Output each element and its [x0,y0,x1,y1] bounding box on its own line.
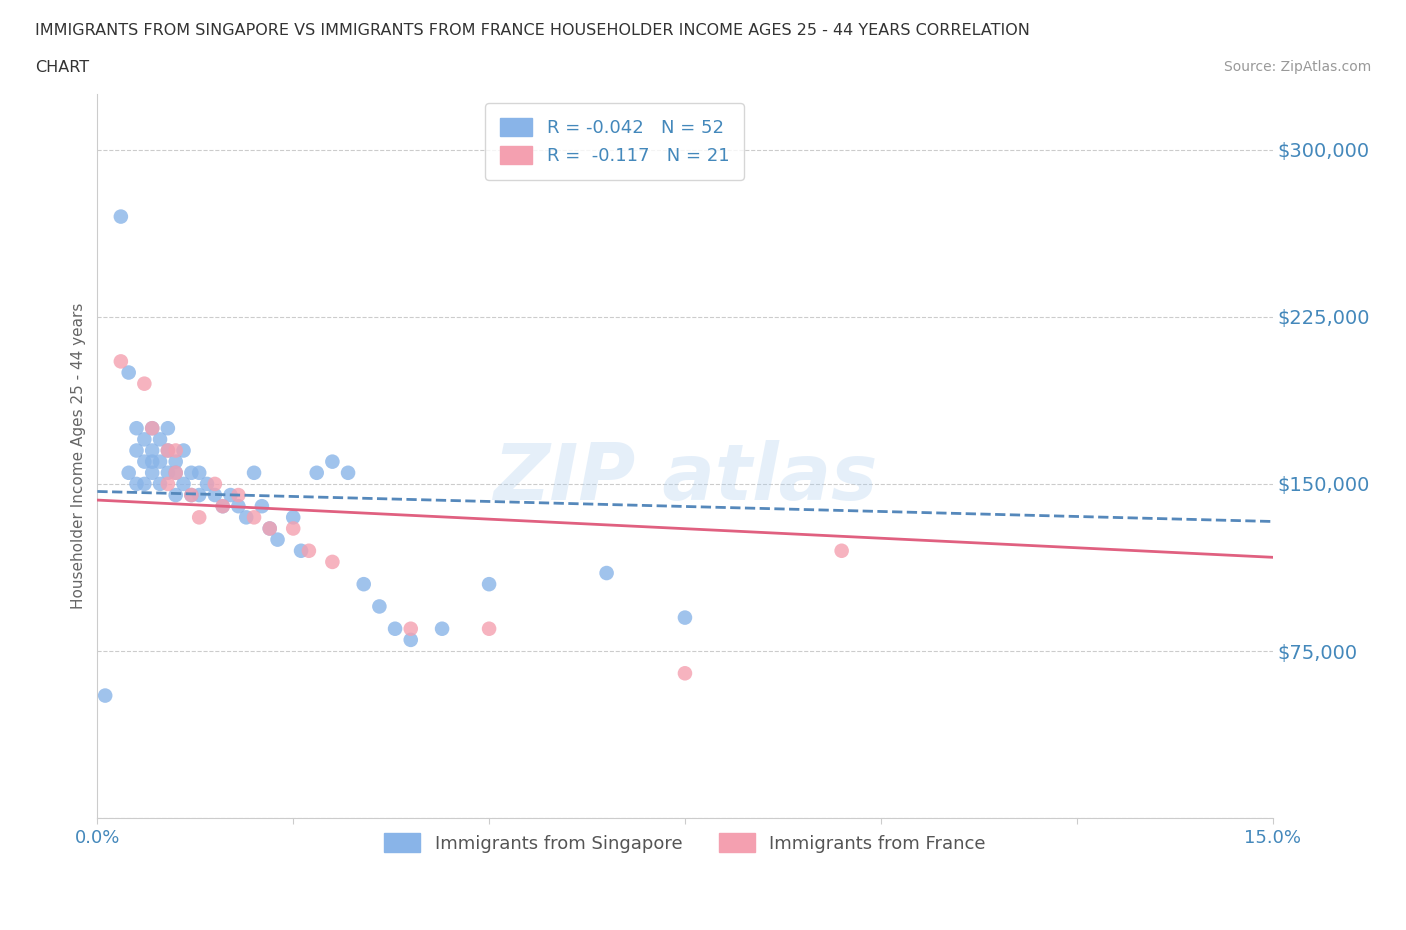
Text: CHART: CHART [35,60,89,75]
Point [259,521,281,536]
Point [110,354,132,369]
Point [211,498,233,513]
Point [134,454,156,469]
Point [298,543,321,558]
Point [149,476,172,491]
Point [259,521,281,536]
Point [156,443,179,458]
Point [204,476,226,491]
Point [283,510,305,525]
Point [353,577,375,591]
Legend: Immigrants from Singapore, Immigrants from France: Immigrants from Singapore, Immigrants fr… [377,826,993,859]
Point [134,476,156,491]
Point [290,543,312,558]
Point [399,632,422,647]
Point [149,432,172,446]
Point [180,487,202,502]
Y-axis label: Householder Income Ages 25 - 44 years: Householder Income Ages 25 - 44 years [72,303,86,609]
Point [430,621,453,636]
Point [250,498,273,513]
Point [243,510,266,525]
Point [156,443,179,458]
Point [321,454,343,469]
Point [188,510,211,525]
Point [384,621,406,636]
Point [180,487,202,502]
Point [831,543,853,558]
Point [165,454,187,469]
Point [211,498,233,513]
Point [243,465,266,480]
Point [165,487,187,502]
Text: ZIP atlas: ZIP atlas [492,440,877,516]
Point [149,454,172,469]
Point [595,565,617,580]
Point [266,532,288,547]
Point [165,443,187,458]
Point [141,420,163,435]
Point [118,465,141,480]
Point [283,521,305,536]
Point [165,465,187,480]
Point [125,420,148,435]
Point [156,476,179,491]
Point [173,476,195,491]
Text: IMMIGRANTS FROM SINGAPORE VS IMMIGRANTS FROM FRANCE HOUSEHOLDER INCOME AGES 25 -: IMMIGRANTS FROM SINGAPORE VS IMMIGRANTS … [35,23,1031,38]
Point [141,465,163,480]
Point [188,487,211,502]
Point [134,432,156,446]
Point [235,510,257,525]
Point [156,465,179,480]
Point [125,476,148,491]
Point [228,498,250,513]
Point [141,454,163,469]
Point [195,476,218,491]
Point [673,610,696,625]
Point [156,420,179,435]
Point [165,465,187,480]
Point [478,577,501,591]
Point [204,487,226,502]
Point [337,465,360,480]
Point [188,465,211,480]
Point [399,621,422,636]
Point [173,443,195,458]
Point [134,377,156,392]
Point [94,688,117,703]
Point [125,443,148,458]
Point [141,443,163,458]
Point [305,465,328,480]
Point [368,599,391,614]
Point [478,621,501,636]
Point [110,209,132,224]
Text: Source: ZipAtlas.com: Source: ZipAtlas.com [1223,60,1371,74]
Point [673,666,696,681]
Point [219,487,242,502]
Point [228,487,250,502]
Point [118,365,141,380]
Point [141,420,163,435]
Point [180,465,202,480]
Point [321,554,343,569]
